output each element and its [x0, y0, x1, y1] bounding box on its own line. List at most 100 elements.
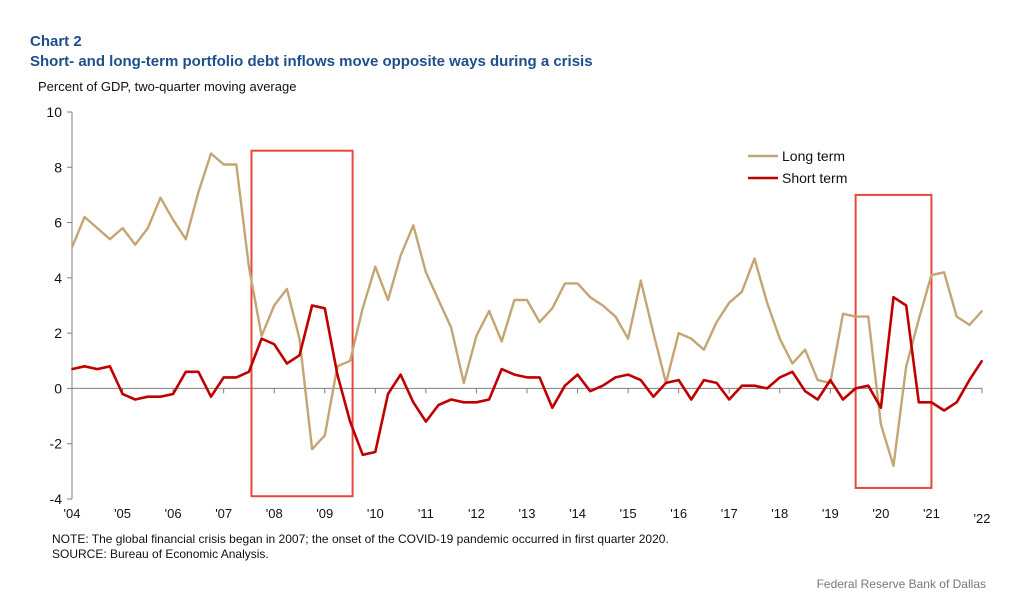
- long-term-data-point: [955, 315, 958, 318]
- long-term-data-point: [879, 423, 882, 426]
- long-term-data-point: [740, 290, 743, 293]
- short-term-data-point: [96, 368, 99, 370]
- short-term-data-point: [943, 409, 945, 412]
- short-term-data-point: [652, 395, 655, 398]
- x-tick-label: '17: [721, 506, 738, 521]
- short-term-data-point: [766, 387, 769, 390]
- long-term-data-point: [677, 332, 680, 335]
- y-tick-label: 8: [54, 159, 62, 175]
- x-tick-label: '20: [872, 506, 889, 521]
- long-term-data-point: [968, 323, 971, 326]
- long-term-data-point: [273, 304, 276, 307]
- short-term-data-point: [816, 398, 819, 401]
- long-term-data-point: [842, 312, 844, 315]
- long-term-data-point: [627, 337, 630, 340]
- short-term-data-point: [323, 307, 326, 310]
- long-term-data-point: [311, 448, 314, 451]
- x-tick-label: '13: [519, 506, 536, 521]
- short-term-data-point: [500, 368, 503, 370]
- long-term-data-point: [854, 315, 857, 318]
- long-term-data-point: [981, 310, 983, 312]
- chart-title: Short- and long-term portfolio debt infl…: [30, 53, 593, 70]
- y-tick-label: -2: [50, 436, 63, 452]
- long-term-data-point: [943, 271, 945, 274]
- long-term-data-point: [475, 335, 478, 337]
- short-term-data-point: [298, 354, 301, 357]
- long-term-data-point: [488, 310, 490, 312]
- long-term-data-point: [83, 216, 86, 218]
- x-tick-label: '16: [670, 506, 687, 521]
- short-term-data-point: [879, 406, 882, 409]
- short-term-data-point: [829, 379, 832, 382]
- short-term-data-point: [753, 384, 756, 387]
- short-term-data-point: [551, 406, 554, 409]
- long-term-data-point: [892, 464, 895, 467]
- short-term-data-point: [740, 384, 743, 387]
- long-term-data-point: [690, 337, 693, 340]
- short-term-data-point: [146, 395, 149, 398]
- short-term-data-point: [526, 376, 528, 379]
- long-term-data-point: [526, 299, 528, 301]
- short-term-data-point: [450, 398, 453, 401]
- long-term-data-point: [71, 246, 73, 249]
- short-term-data-point: [285, 362, 288, 365]
- long-term-data-point: [500, 340, 503, 343]
- x-tick-label: '11: [418, 506, 434, 521]
- short-term-data-point: [361, 453, 364, 456]
- short-term-data-point: [399, 373, 402, 376]
- source-note: SOURCE: Bureau of Economic Analysis.: [52, 547, 269, 561]
- short-term-data-point: [387, 393, 389, 395]
- long-term-data-point: [905, 365, 908, 368]
- long-term-data-point: [614, 315, 617, 318]
- short-term-data-point: [172, 393, 175, 395]
- legend-label-long: Long term: [782, 148, 845, 164]
- short-term-data-point: [121, 393, 124, 395]
- short-term-data-point: [210, 395, 212, 398]
- chart-number: Chart 2: [30, 33, 82, 50]
- long-term-data-point: [109, 238, 111, 241]
- long-term-data-point: [703, 348, 705, 351]
- long-term-data-point: [248, 265, 250, 268]
- short-term-data-point: [83, 365, 86, 368]
- short-term-data-point: [968, 379, 971, 382]
- long-term-data-point: [778, 337, 781, 340]
- long-term-data-point: [412, 224, 415, 227]
- long-term-data-point: [538, 321, 541, 323]
- short-term-data-point: [917, 401, 920, 404]
- long-term-data-point: [146, 227, 149, 230]
- short-term-data-point: [601, 384, 604, 387]
- short-term-data-point: [311, 304, 314, 307]
- long-term-data-point: [551, 307, 554, 310]
- short-term-data-point: [564, 384, 566, 387]
- crisis-highlight-box-1: [250, 149, 354, 498]
- long-term-data-point: [159, 196, 162, 199]
- x-tick-label: '10: [367, 506, 384, 521]
- long-term-data-point: [589, 296, 592, 299]
- long-term-data-point: [513, 299, 516, 301]
- short-term-data-point: [804, 390, 806, 393]
- short-term-data-point: [905, 304, 908, 307]
- short-term-data-point: [955, 401, 958, 404]
- short-term-data-point: [614, 376, 617, 379]
- long-term-data-point: [323, 434, 326, 437]
- short-term-data-point: [424, 420, 427, 423]
- x-tick-label: '05: [114, 506, 131, 521]
- x-tick-label: '06: [165, 506, 182, 521]
- short-term-data-point: [336, 373, 339, 376]
- short-term-data-point: [778, 376, 781, 379]
- short-term-data-point: [71, 368, 73, 370]
- x-tick-label: '15: [620, 506, 637, 521]
- long-term-data-point: [222, 163, 225, 166]
- long-term-data-point: [197, 191, 200, 194]
- long-term-data-point: [298, 337, 301, 340]
- long-term-data-point: [462, 382, 465, 384]
- long-term-data-point: [387, 299, 389, 301]
- short-term-data-point: [665, 382, 667, 384]
- short-term-data-point: [538, 376, 541, 379]
- x-tick-label: '04: [64, 506, 81, 521]
- footnote: NOTE: The global financial crisis began …: [52, 532, 669, 546]
- short-term-data-point: [349, 420, 351, 423]
- y-tick-label: 6: [54, 215, 62, 231]
- short-term-data-point: [639, 379, 642, 382]
